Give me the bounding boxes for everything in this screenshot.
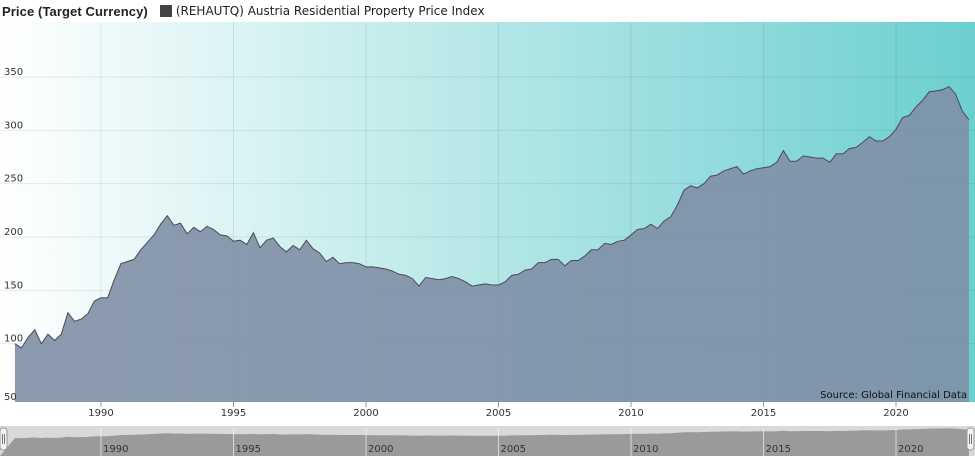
- y-tick-label: 200: [4, 227, 23, 238]
- y-tick-label: 250: [4, 174, 23, 185]
- series-area: [14, 86, 969, 402]
- x-tick-label: 2005: [486, 408, 511, 419]
- series-line[interactable]: [14, 85, 970, 349]
- y-tick-label: 350: [4, 67, 23, 78]
- legend-swatch[interactable]: [159, 5, 172, 17]
- y-tick-label: 50: [4, 392, 17, 403]
- x-tick-label: 1995: [221, 408, 246, 419]
- navigator-tick-label: 2010: [633, 444, 658, 455]
- navigator-tick-label: 2000: [368, 444, 393, 455]
- y-axis: 50 100 150 200 250 300 350: [4, 67, 23, 403]
- x-axis: 1990 1995 2000 2005 2010 2015 2020: [88, 402, 909, 419]
- x-tick-label: 2015: [751, 408, 776, 419]
- navigator-tick-label: 1990: [103, 444, 128, 455]
- navigator[interactable]: 1990 1995 2000 2005 2010 2015 2020: [0, 426, 975, 456]
- navigator-axis: 1990 1995 2000 2005 2010 2015 2020: [100, 429, 923, 456]
- navigator-tick-label: 2015: [766, 444, 791, 455]
- legend-series-name[interactable]: (REHAUTQ) Austria Residential Property P…: [175, 4, 485, 18]
- navigator-tick-label: 2020: [898, 444, 923, 455]
- x-tick-label: 2010: [618, 408, 643, 419]
- navigator-area: [0, 428, 969, 456]
- navigator-left-handle[interactable]: [0, 427, 8, 451]
- x-tick-label: 2000: [353, 408, 378, 419]
- x-tick-label: 1990: [88, 408, 113, 419]
- y-tick-label: 150: [4, 280, 23, 291]
- navigator-tick-label: 1995: [236, 444, 261, 455]
- y-tick-label: 300: [4, 120, 23, 131]
- legend: Price (Target Currency) (REHAUTQ) Austri…: [0, 0, 975, 22]
- navigator-tick-label: 2005: [501, 444, 526, 455]
- x-tick-label: 2020: [883, 408, 908, 419]
- source-label: Source: Global Financial Data: [820, 390, 967, 401]
- legend-title: Price (Target Currency): [2, 3, 148, 19]
- y-tick-label: 100: [4, 334, 23, 345]
- navigator-right-handle[interactable]: [966, 427, 975, 451]
